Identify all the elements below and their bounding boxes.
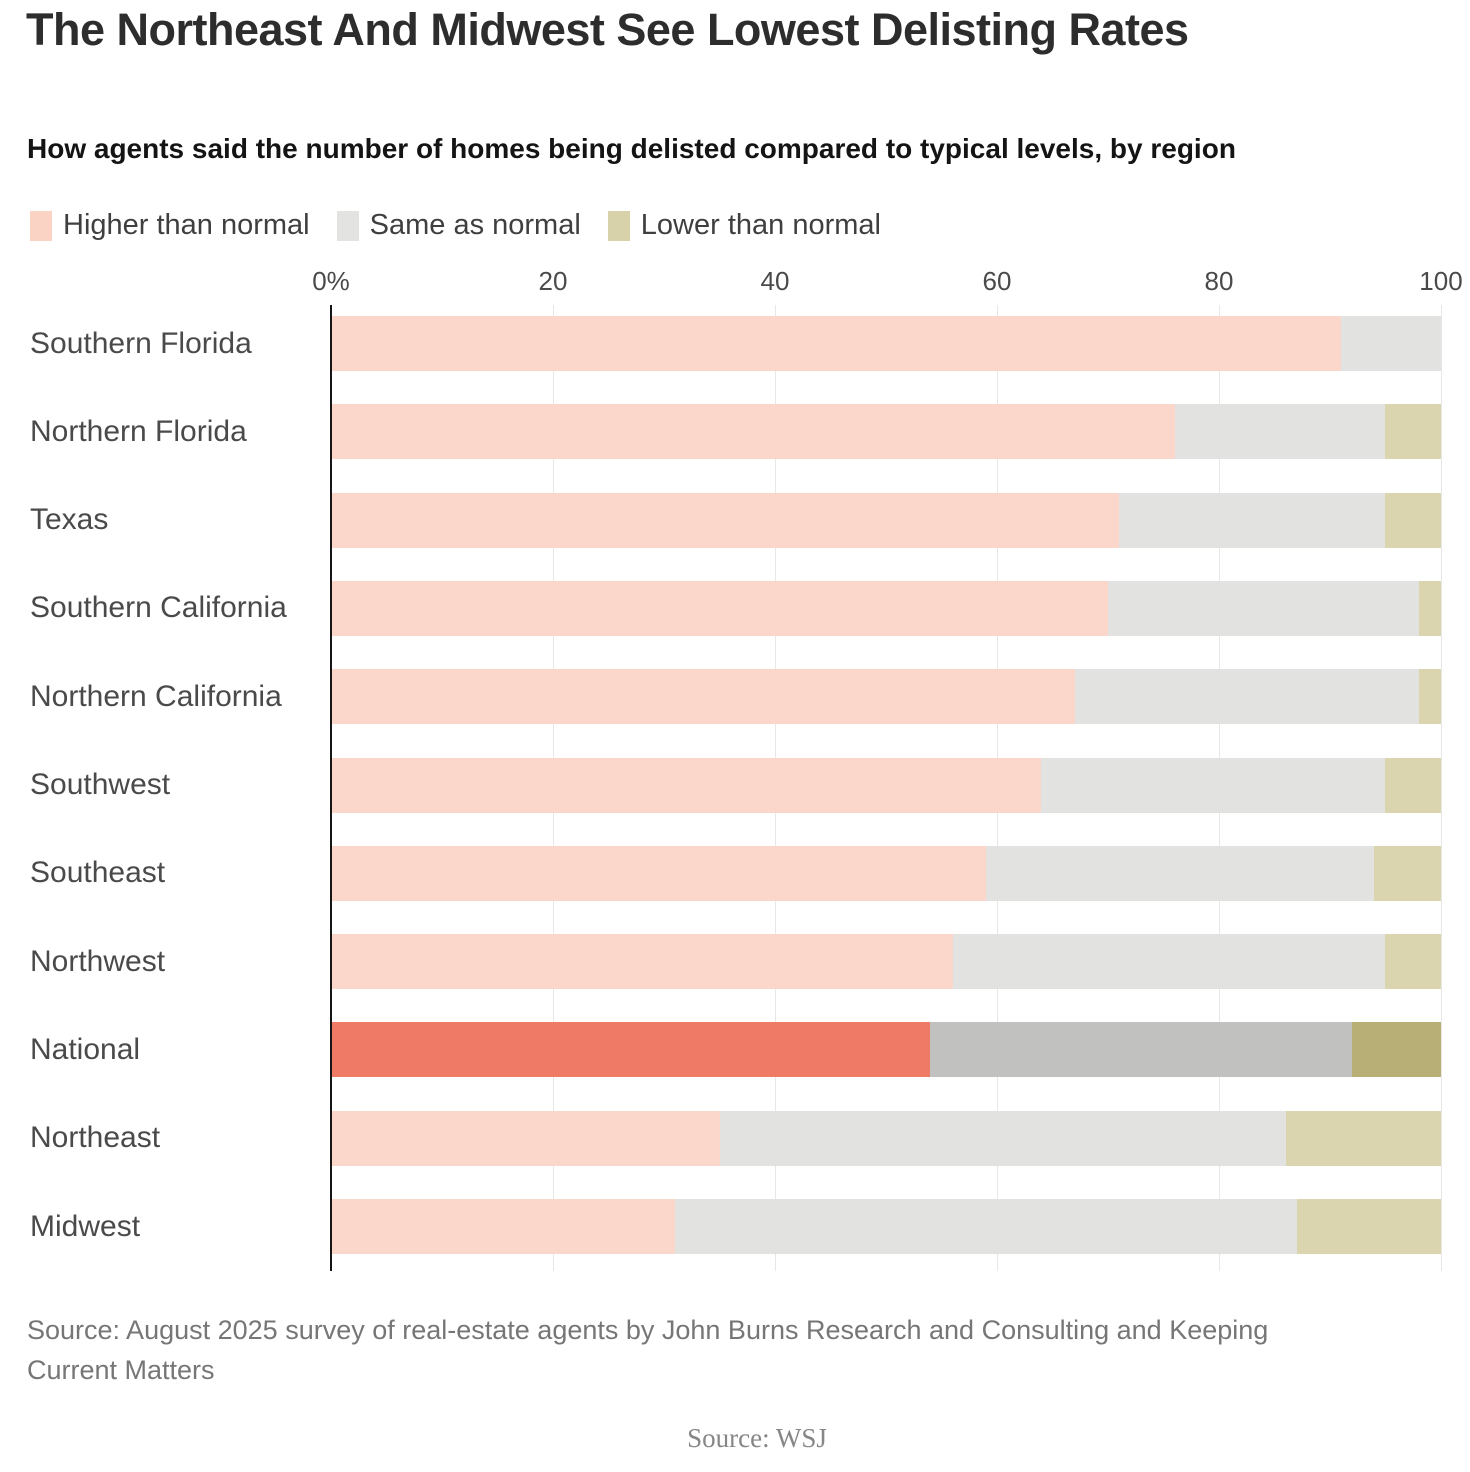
- legend-item: Lower than normal: [607, 209, 881, 242]
- bar-row-southeast: [331, 845, 1441, 901]
- bar-segment-higher-than-normal: [331, 934, 953, 990]
- bar-row-northern-california: [331, 669, 1441, 725]
- bar-segment-same-as-normal: [1108, 580, 1419, 636]
- bar-segment-higher-than-normal: [331, 845, 986, 901]
- chart-legend: Higher than normal Same as normal Lower th…: [30, 209, 881, 242]
- bar-segment-higher-than-normal: [331, 669, 1075, 725]
- bar-segment-lower-than-normal: [1385, 404, 1441, 460]
- bar-row-southern-florida: [331, 316, 1441, 371]
- bar-row-midwest: [331, 1199, 1441, 1254]
- bar-segment-lower-than-normal: [1385, 492, 1441, 548]
- bar-segment-lower-than-normal: [1374, 845, 1441, 901]
- row-label-northeast: Northeast: [30, 1121, 161, 1155]
- bar-segment-same-as-normal: [930, 1022, 1353, 1078]
- x-tick-label-40: 40: [760, 266, 790, 296]
- gridline-100: [1440, 305, 1442, 1271]
- bar-row-southern-california: [331, 580, 1441, 636]
- bar-segment-same-as-normal: [985, 845, 1375, 901]
- bar-row-northwest: [331, 934, 1441, 990]
- bar-segment-lower-than-normal: [1285, 1110, 1441, 1166]
- bar-segment-lower-than-normal: [1352, 1022, 1441, 1078]
- legend-item: Higher than normal: [30, 209, 310, 242]
- x-tick-label-60: 60: [982, 266, 1012, 296]
- bar-segment-lower-than-normal: [1418, 669, 1441, 725]
- bar-segment-same-as-normal: [952, 934, 1386, 990]
- bar-row-northern-florida: [331, 404, 1441, 460]
- legend-label: Higher than normal: [63, 209, 310, 241]
- bar-row-national: [331, 1022, 1441, 1078]
- wsj-credit: Source: WSJ: [687, 1423, 827, 1453]
- legend-swatch-icon: [30, 210, 52, 241]
- bar-row-texas: [331, 492, 1441, 548]
- bar-segment-lower-than-normal: [1296, 1199, 1441, 1254]
- x-tick-label-100: 100: [1419, 266, 1463, 296]
- bar-segment-higher-than-normal: [331, 580, 1108, 636]
- row-label-southwest: Southwest: [30, 768, 171, 801]
- legend-label: Same as normal: [369, 209, 581, 241]
- bar-segment-higher-than-normal: [331, 1022, 931, 1078]
- x-tick-label-20: 20: [538, 266, 568, 296]
- bar-segment-lower-than-normal: [1385, 757, 1441, 813]
- bar-row-northeast: [331, 1110, 1441, 1166]
- x-tick-label-0: 0%: [312, 266, 350, 296]
- legend-label: Lower than normal: [640, 209, 881, 241]
- row-label-southeast: Southeast: [30, 856, 166, 890]
- legend-item: Same as normal: [336, 209, 581, 242]
- bar-segment-higher-than-normal: [331, 1199, 676, 1254]
- y-axis-line: [330, 305, 332, 1271]
- row-label-texas: Texas: [30, 503, 109, 537]
- bar-segment-higher-than-normal: [331, 1110, 720, 1166]
- bar-segment-lower-than-normal: [1418, 580, 1441, 636]
- legend-swatch-icon: [336, 210, 359, 241]
- bar-segment-same-as-normal: [1119, 492, 1386, 548]
- bar-segment-higher-than-normal: [331, 316, 1342, 371]
- bar-segment-higher-than-normal: [331, 757, 1042, 813]
- row-label-national: National: [30, 1032, 141, 1066]
- bar-segment-same-as-normal: [675, 1199, 1297, 1254]
- row-label-southern-california: Southern California: [30, 591, 287, 625]
- source-note-line2: Current Matters: [27, 1355, 215, 1385]
- source-note-line1: Source: August 2025 survey of real-estat…: [27, 1315, 1269, 1345]
- x-tick-label-80: 80: [1204, 266, 1234, 296]
- bar-segment-same-as-normal: [1174, 404, 1386, 460]
- bar-segment-lower-than-normal: [1385, 934, 1441, 990]
- legend-swatch-icon: [607, 210, 630, 241]
- bar-segment-higher-than-normal: [331, 492, 1120, 548]
- bar-segment-same-as-normal: [1074, 669, 1419, 725]
- bar-segment-same-as-normal: [1341, 316, 1441, 371]
- bar-segment-same-as-normal: [1041, 757, 1386, 813]
- row-label-southern-florida: Southern Florida: [30, 326, 252, 360]
- bar-row-southwest: [331, 757, 1441, 813]
- row-label-northern-california: Northern California: [30, 679, 282, 713]
- chart-subtitle: How agents said the number of homes bein…: [27, 133, 1236, 164]
- bar-segment-higher-than-normal: [331, 404, 1175, 460]
- row-label-midwest: Midwest: [30, 1209, 141, 1243]
- chart-title: The Northeast And Midwest See Lowest Del…: [26, 4, 1189, 55]
- row-label-northwest: Northwest: [30, 944, 166, 978]
- row-label-northern-florida: Northern Florida: [30, 414, 247, 448]
- bar-segment-same-as-normal: [719, 1110, 1286, 1166]
